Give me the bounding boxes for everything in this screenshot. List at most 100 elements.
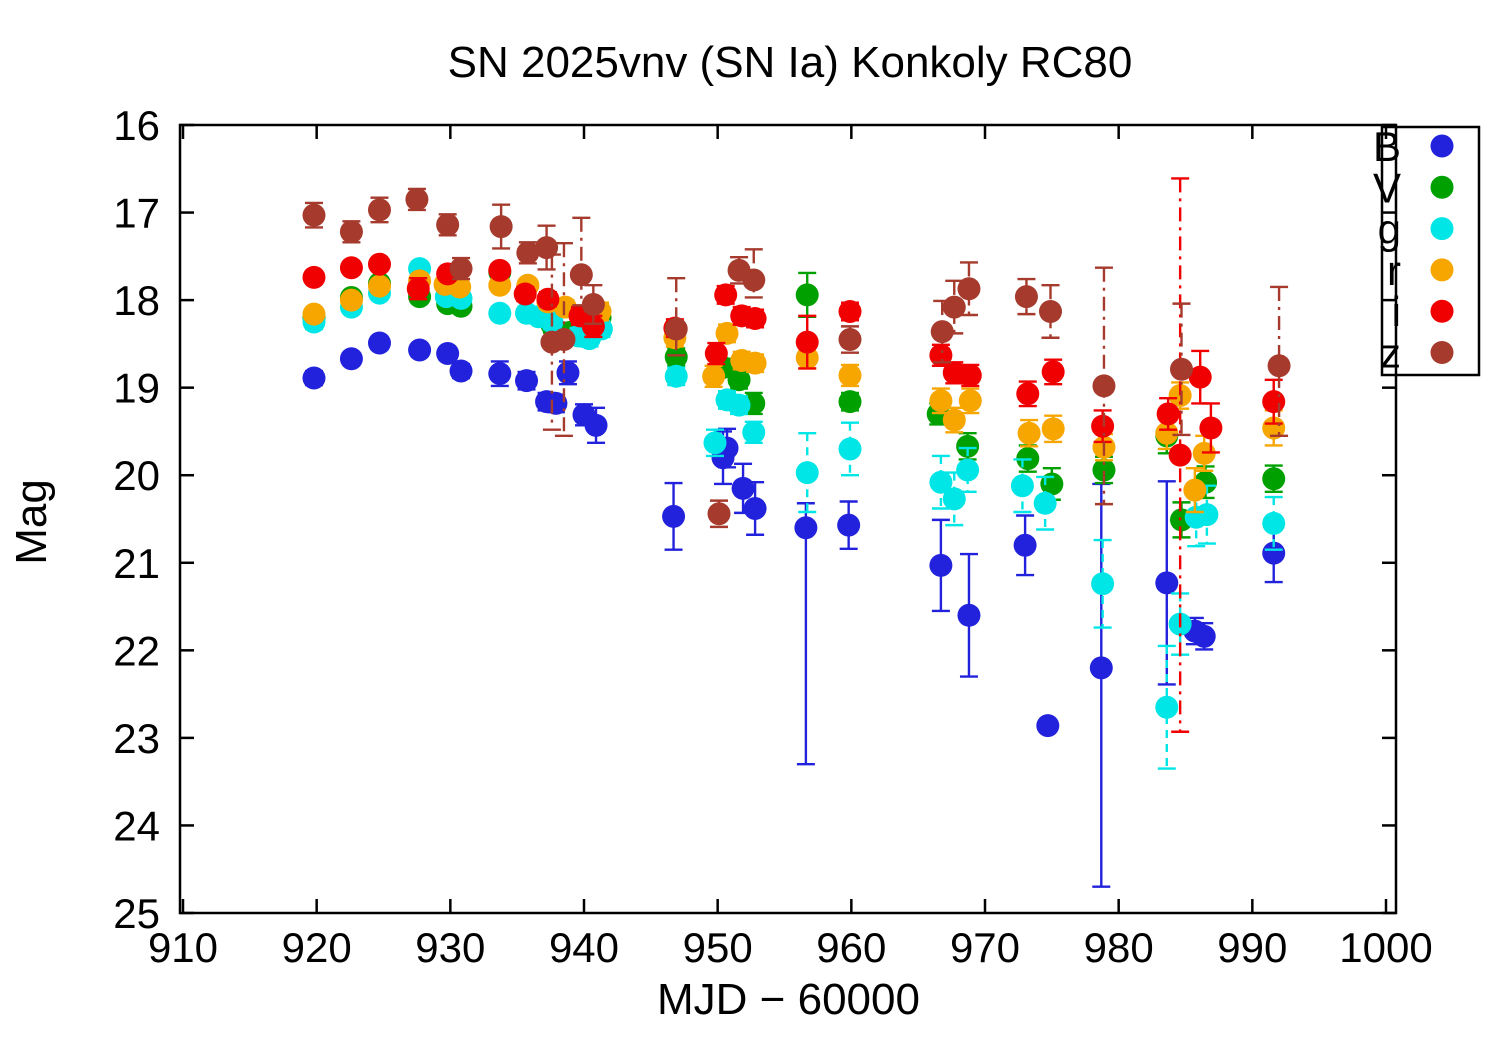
data-point-z bbox=[957, 277, 981, 301]
data-point-r bbox=[339, 288, 363, 312]
data-point-i bbox=[929, 343, 953, 367]
data-point-z bbox=[516, 241, 540, 265]
data-point-B bbox=[1089, 656, 1113, 680]
data-point-V bbox=[664, 345, 688, 369]
plot-border bbox=[178, 123, 1398, 915]
data-point-z bbox=[569, 263, 593, 287]
data-point-z bbox=[1169, 357, 1193, 381]
legend-label-r: r bbox=[1387, 247, 1401, 294]
data-point-g bbox=[1091, 572, 1115, 596]
data-point-i bbox=[1168, 443, 1192, 467]
chart-title: SN 2025vnv (SN Ia) Konkoly RC80 bbox=[447, 38, 1133, 87]
data-point-z bbox=[707, 502, 731, 526]
data-point-V bbox=[1092, 458, 1116, 482]
data-point-i bbox=[488, 258, 512, 282]
data-point-B bbox=[449, 359, 473, 383]
legend-box bbox=[1380, 125, 1481, 377]
data-point-z bbox=[1092, 374, 1116, 398]
data-point-g bbox=[1033, 491, 1057, 515]
legend-marker-i bbox=[1430, 299, 1454, 323]
y-tick-label: 20 bbox=[113, 452, 160, 499]
data-point-r bbox=[929, 389, 953, 413]
data-point-i bbox=[302, 265, 326, 289]
data-point-r bbox=[942, 408, 966, 432]
x-tick-label: 920 bbox=[282, 924, 352, 971]
data-point-r bbox=[302, 302, 326, 326]
data-point-g bbox=[1195, 503, 1219, 527]
data-point-r bbox=[702, 364, 726, 388]
data-point-z bbox=[930, 320, 954, 344]
data-point-i bbox=[339, 256, 363, 280]
data-point-B bbox=[662, 504, 686, 528]
data-point-i bbox=[1262, 390, 1286, 414]
legend-marker-V bbox=[1430, 175, 1454, 199]
data-point-B bbox=[408, 338, 432, 362]
data-point-i bbox=[704, 342, 728, 366]
data-point-g bbox=[742, 420, 766, 444]
y-axis-label: Mag bbox=[7, 479, 56, 565]
data-point-g bbox=[1155, 695, 1179, 719]
data-point-z bbox=[581, 292, 605, 316]
data-point-g bbox=[929, 470, 953, 494]
data-point-i bbox=[581, 314, 605, 338]
data-point-r bbox=[743, 351, 767, 375]
data-point-B bbox=[544, 391, 568, 415]
data-point-z bbox=[367, 198, 391, 222]
y-tick-label: 21 bbox=[113, 540, 160, 587]
data-point-z bbox=[942, 295, 966, 319]
data-point-g bbox=[795, 461, 819, 485]
legend-marker-g bbox=[1430, 217, 1454, 241]
data-point-z bbox=[552, 328, 576, 352]
data-point-g bbox=[1262, 511, 1286, 535]
data-point-i bbox=[1016, 382, 1040, 406]
data-point-V bbox=[727, 368, 751, 392]
x-tick-label: 940 bbox=[549, 924, 619, 971]
data-point-B bbox=[367, 331, 391, 355]
x-tick-label: 960 bbox=[816, 924, 886, 971]
data-point-i bbox=[958, 363, 982, 387]
data-point-r bbox=[1183, 478, 1207, 502]
data-point-g bbox=[703, 431, 727, 455]
y-tick-label: 23 bbox=[113, 715, 160, 762]
y-tick-label: 25 bbox=[113, 890, 160, 937]
data-point-g bbox=[838, 437, 862, 461]
data-point-i bbox=[536, 287, 560, 311]
data-point-r bbox=[367, 274, 391, 298]
data-point-B bbox=[1036, 714, 1060, 738]
legend-label-z: z bbox=[1380, 330, 1401, 377]
data-point-z bbox=[742, 268, 766, 292]
y-tick-label: 17 bbox=[113, 190, 160, 237]
data-point-B bbox=[1013, 533, 1037, 557]
data-point-r bbox=[1017, 421, 1041, 445]
y-tick-label: 16 bbox=[113, 102, 160, 149]
data-point-r bbox=[1168, 384, 1192, 408]
data-point-i bbox=[838, 299, 862, 323]
data-point-g bbox=[727, 393, 751, 417]
data-point-z bbox=[302, 203, 326, 227]
x-axis-label: MJD − 60000 bbox=[657, 975, 920, 1024]
data-point-z bbox=[1014, 285, 1038, 309]
data-point-r bbox=[715, 321, 739, 345]
data-point-B bbox=[794, 516, 818, 540]
data-point-r bbox=[838, 363, 862, 387]
x-tick-label: 910 bbox=[148, 924, 218, 971]
data-point-i bbox=[406, 277, 430, 301]
x-tick-label: 1000 bbox=[1339, 924, 1432, 971]
legend-marker-r bbox=[1430, 258, 1454, 282]
data-point-i bbox=[1199, 416, 1223, 440]
data-point-i bbox=[714, 283, 738, 307]
data-point-B bbox=[515, 369, 539, 393]
data-point-B bbox=[731, 476, 755, 500]
data-point-z bbox=[664, 317, 688, 341]
x-tick-label: 980 bbox=[1084, 924, 1154, 971]
data-point-B bbox=[1192, 624, 1216, 648]
data-point-B bbox=[837, 513, 861, 537]
data-point-r bbox=[958, 389, 982, 413]
data-point-i bbox=[513, 282, 537, 306]
data-point-i bbox=[1091, 414, 1115, 438]
data-point-B bbox=[929, 553, 953, 577]
data-point-z bbox=[535, 236, 559, 260]
x-tick-label: 970 bbox=[950, 924, 1020, 971]
x-tick-label: 930 bbox=[415, 924, 485, 971]
